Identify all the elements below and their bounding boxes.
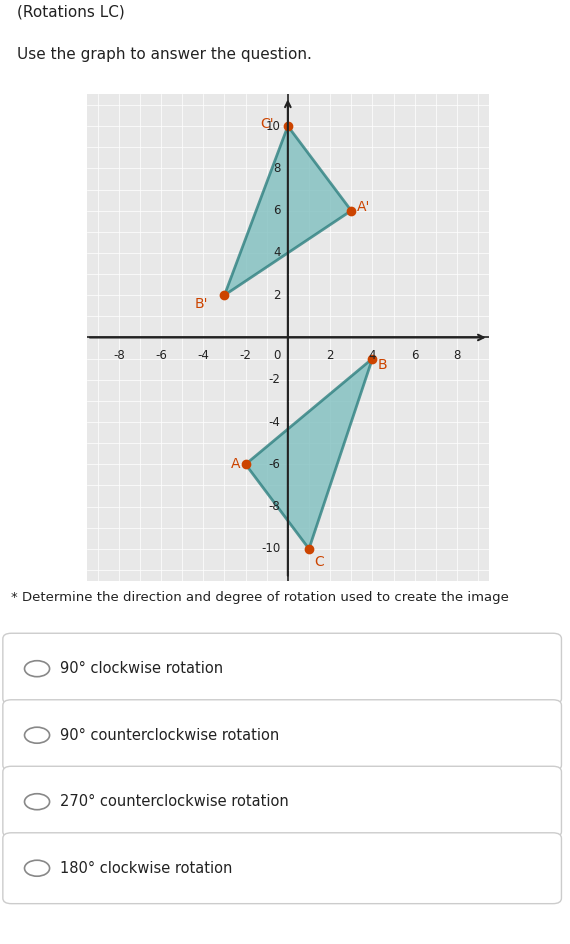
Text: B: B	[378, 358, 387, 372]
Circle shape	[25, 727, 50, 743]
Polygon shape	[225, 126, 351, 295]
Text: 90° counterclockwise rotation: 90° counterclockwise rotation	[60, 728, 279, 743]
Text: 2: 2	[327, 349, 334, 362]
Text: -8: -8	[268, 500, 280, 514]
Text: 4: 4	[273, 246, 280, 260]
Text: * Determine the direction and degree of rotation used to create the image: * Determine the direction and degree of …	[11, 592, 509, 604]
Text: (Rotations LC): (Rotations LC)	[17, 5, 125, 20]
Polygon shape	[246, 359, 372, 548]
Text: C: C	[314, 554, 324, 568]
Text: 10: 10	[266, 120, 280, 132]
Text: Use the graph to answer the question.: Use the graph to answer the question.	[17, 47, 312, 62]
Text: -4: -4	[268, 415, 280, 429]
Text: 90° clockwise rotation: 90° clockwise rotation	[60, 661, 223, 676]
Circle shape	[25, 860, 50, 876]
Text: 8: 8	[273, 161, 280, 175]
Text: 2: 2	[273, 289, 280, 302]
Text: -2: -2	[239, 349, 251, 362]
FancyBboxPatch shape	[3, 700, 561, 770]
Text: A': A'	[357, 200, 370, 214]
Text: A: A	[231, 457, 241, 471]
Text: 180° clockwise rotation: 180° clockwise rotation	[60, 861, 232, 876]
Circle shape	[25, 794, 50, 810]
Text: -6: -6	[268, 458, 280, 471]
Text: -2: -2	[268, 373, 280, 386]
Circle shape	[25, 661, 50, 677]
Text: C': C'	[260, 117, 274, 131]
FancyBboxPatch shape	[3, 767, 561, 837]
FancyBboxPatch shape	[3, 833, 561, 903]
Text: 6: 6	[273, 204, 280, 217]
Text: -10: -10	[261, 543, 280, 555]
Text: -8: -8	[113, 349, 125, 362]
Text: 0: 0	[273, 349, 280, 362]
FancyBboxPatch shape	[3, 633, 561, 704]
Text: 270° counterclockwise rotation: 270° counterclockwise rotation	[60, 794, 288, 809]
Text: -4: -4	[197, 349, 209, 362]
Text: B': B'	[195, 296, 209, 311]
Text: 6: 6	[411, 349, 418, 362]
Text: 4: 4	[369, 349, 376, 362]
Text: -6: -6	[155, 349, 167, 362]
Text: 8: 8	[453, 349, 461, 362]
